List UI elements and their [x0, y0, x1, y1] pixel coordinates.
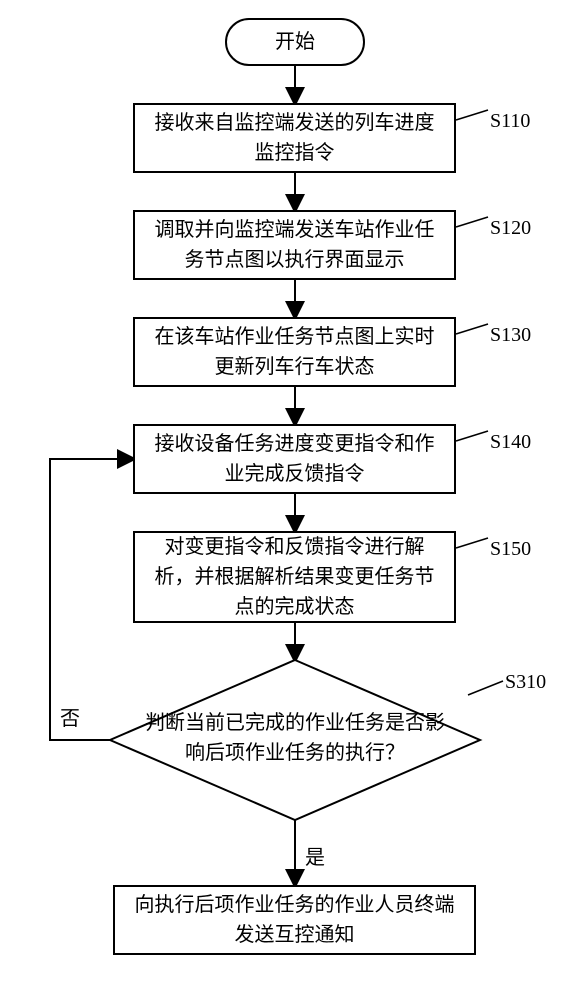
end-text: 向执行后项作业任务的作业人员终端发送互控通知: [125, 890, 464, 950]
process-s110: 接收来自监控端发送的列车进度监控指令: [133, 103, 456, 173]
branch-no: 否: [60, 702, 80, 731]
s130-text: 在该车站作业任务节点图上实时更新列车行车状态: [145, 322, 444, 382]
s150-text: 对变更指令和反馈指令进行解析，并根据解析结果变更任务节点的完成状态: [145, 532, 444, 622]
start-node: 开始: [225, 18, 365, 66]
label-s120: S120: [490, 217, 531, 240]
label-s140: S140: [490, 431, 531, 454]
s140-text: 接收设备任务进度变更指令和作业完成反馈指令: [145, 429, 444, 489]
process-s120: 调取并向监控端发送车站作业任务节点图以执行界面显示: [133, 210, 456, 280]
label-s130: S130: [490, 324, 531, 347]
process-s130: 在该车站作业任务节点图上实时更新列车行车状态: [133, 317, 456, 387]
label-s110: S110: [490, 110, 530, 133]
process-end: 向执行后项作业任务的作业人员终端发送互控通知: [113, 885, 476, 955]
label-s310: S310: [505, 671, 546, 694]
label-s150: S150: [490, 538, 531, 561]
flowchart-canvas: 开始 接收来自监控端发送的列车进度监控指令 调取并向监控端发送车站作业任务节点图…: [0, 0, 588, 1000]
s310-text: 判断当前已完成的作业任务是否影响后项作业任务的执行？: [145, 712, 445, 764]
branch-yes: 是: [305, 841, 325, 870]
process-s150: 对变更指令和反馈指令进行解析，并根据解析结果变更任务节点的完成状态: [133, 531, 456, 623]
start-text: 开始: [275, 27, 315, 57]
s110-text: 接收来自监控端发送的列车进度监控指令: [145, 108, 444, 168]
decision-s310-text-wrap: 判断当前已完成的作业任务是否影响后项作业任务的执行？: [145, 708, 445, 768]
s120-text: 调取并向监控端发送车站作业任务节点图以执行界面显示: [145, 215, 444, 275]
process-s140: 接收设备任务进度变更指令和作业完成反馈指令: [133, 424, 456, 494]
